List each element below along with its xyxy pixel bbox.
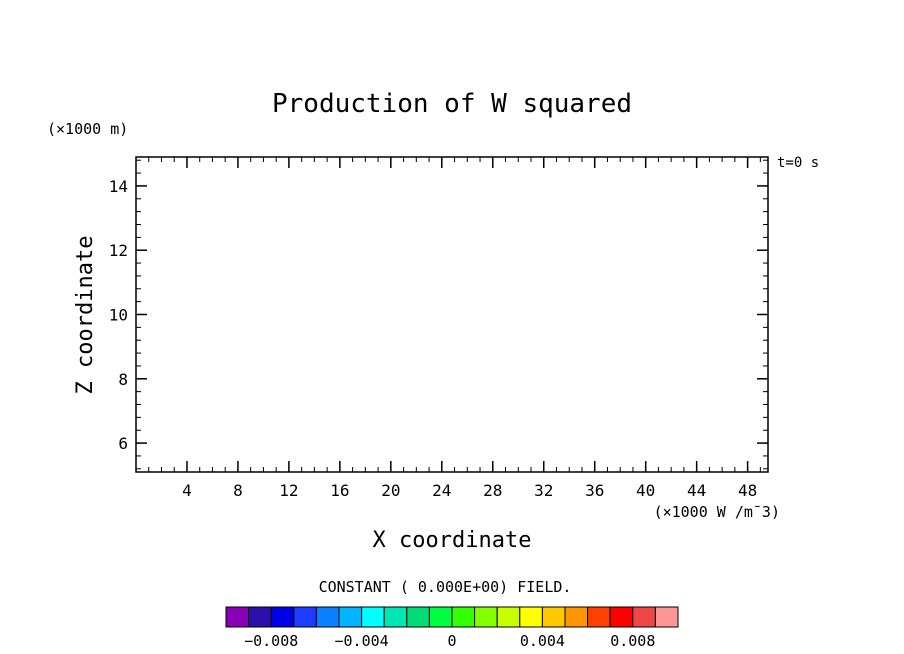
x-tick-label: 32 xyxy=(534,481,553,500)
colorbar-swatch xyxy=(451,606,476,628)
y-tick-label: 12 xyxy=(109,241,128,260)
x-tick-label: 4 xyxy=(182,481,192,500)
colorbar-swatch xyxy=(361,606,385,628)
x-tick-label: 12 xyxy=(279,481,298,500)
y-tick-label: 8 xyxy=(118,370,128,389)
x-unit-label: (×1000 W /m¯3) xyxy=(654,503,780,521)
colorbar xyxy=(225,606,679,628)
x-tick-label: 28 xyxy=(483,481,502,500)
axis-ticks xyxy=(135,157,768,472)
x-tick-label: 20 xyxy=(381,481,400,500)
x-axis-label: X coordinate xyxy=(373,528,532,553)
y-unit-label: (×1000 m) xyxy=(47,120,128,138)
y-axis-label: Z coordinate xyxy=(73,236,98,395)
colorbar-swatch xyxy=(248,606,272,628)
colorbar-swatch xyxy=(225,606,250,628)
colorbar-swatch xyxy=(496,606,521,628)
x-tick-labels: 4 8 12 16 20 24 28 32 36 40 44 48 xyxy=(182,481,757,500)
x-tick-label: 8 xyxy=(233,481,243,500)
y-tick-labels: 6 8 10 12 14 xyxy=(109,177,128,453)
chart-title: Production of W squared xyxy=(272,89,632,119)
y-tick-label: 14 xyxy=(109,177,128,196)
colorbar-swatch xyxy=(293,606,317,628)
colorbar-swatch xyxy=(541,606,566,628)
x-tick-label: 44 xyxy=(687,481,706,500)
colorbar-swatch xyxy=(519,606,543,628)
colorbar-labels: −0.008 −0.004 0 0.004 0.008 xyxy=(244,632,655,650)
colorbar-swatch xyxy=(587,606,611,628)
colorbar-swatch xyxy=(383,606,408,628)
colorbar-swatch xyxy=(406,606,430,628)
colorbar-swatch xyxy=(654,606,679,628)
colorbar-tick-label: 0 xyxy=(447,632,456,650)
x-tick-label: 36 xyxy=(585,481,604,500)
colorbar-swatch xyxy=(474,606,498,628)
x-tick-label: 48 xyxy=(738,481,757,500)
y-tick-label: 10 xyxy=(109,306,128,325)
colorbar-tick-label: 0.004 xyxy=(520,632,565,650)
colorbar-swatch xyxy=(632,606,656,628)
colorbar-swatch xyxy=(428,606,453,628)
colorbar-swatch xyxy=(270,606,295,628)
colorbar-swatch xyxy=(315,606,340,628)
x-tick-label: 16 xyxy=(330,481,349,500)
colorbar-tick-label: −0.008 xyxy=(244,632,298,650)
colorbar-swatch xyxy=(338,606,363,628)
colorbar-swatch xyxy=(609,606,634,628)
colorbar-swatch xyxy=(564,606,589,628)
colorbar-tick-label: −0.004 xyxy=(335,632,389,650)
plot-frame xyxy=(135,156,769,473)
colorbar-tick-label: 0.008 xyxy=(610,632,655,650)
x-tick-label: 40 xyxy=(636,481,655,500)
y-tick-label: 6 xyxy=(118,434,128,453)
field-note: CONSTANT ( 0.000E+00) FIELD. xyxy=(319,578,572,596)
time-label: t=0 s xyxy=(777,155,819,171)
x-tick-label: 24 xyxy=(432,481,451,500)
